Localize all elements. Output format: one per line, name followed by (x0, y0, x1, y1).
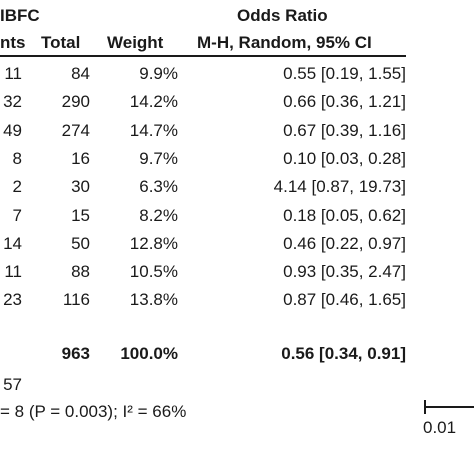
ci-cell: 0.67 [0.39, 1.16] (283, 121, 406, 140)
total-events-value: 57 (3, 375, 22, 394)
ci-cell: 0.55 [0.19, 1.55] (283, 64, 406, 83)
axis-tick-label: 0.01 (423, 418, 457, 437)
total-row-total: 963 (61, 344, 90, 363)
total-cell: 88 (71, 262, 90, 281)
column-header-events: nts (0, 33, 26, 52)
heterogeneity-text: = 8 (P = 0.003); I² = 66% (0, 402, 187, 421)
total-cell: 84 (71, 64, 90, 83)
header-rule (0, 55, 406, 57)
axis-line (424, 406, 474, 408)
weight-cell: 14.2% (129, 92, 178, 111)
total-row-weight: 100.0% (120, 344, 178, 363)
group-label: IBFC (0, 6, 40, 25)
column-header-weight: Weight (107, 33, 164, 52)
ci-cell: 0.18 [0.05, 0.62] (283, 206, 406, 225)
events-cell: 7 (12, 206, 22, 225)
odds-ratio-title: Odds Ratio (237, 6, 328, 25)
column-header-total: Total (41, 33, 81, 52)
weight-cell: 9.9% (139, 64, 178, 83)
events-cell: 11 (4, 64, 22, 83)
weight-cell: 6.3% (139, 177, 178, 196)
events-cell: 11 (4, 262, 22, 281)
events-cell: 2 (12, 177, 22, 196)
weight-cell: 14.7% (129, 121, 178, 140)
weight-cell: 10.5% (129, 262, 178, 281)
total-cell: 116 (62, 290, 90, 309)
total-row-ci: 0.56 [0.34, 0.91] (281, 344, 406, 363)
events-cell: 23 (3, 290, 22, 309)
total-cell: 274 (61, 121, 90, 140)
weight-cell: 9.7% (139, 149, 178, 168)
total-cell: 30 (71, 177, 90, 196)
total-cell: 290 (61, 92, 90, 111)
events-cell: 49 (3, 121, 22, 140)
ci-cell: 0.46 [0.22, 0.97] (283, 234, 406, 253)
ci-cell: 4.14 [0.87, 19.73] (273, 177, 406, 196)
total-cell: 16 (71, 149, 90, 168)
ci-cell: 0.10 [0.03, 0.28] (283, 149, 406, 168)
events-cell: 32 (3, 92, 22, 111)
events-cell: 8 (12, 149, 22, 168)
column-header-method: M-H, Random, 95% CI (197, 33, 372, 52)
ci-cell: 0.66 [0.36, 1.21] (283, 92, 406, 111)
weight-cell: 8.2% (139, 206, 178, 225)
ci-cell: 0.87 [0.46, 1.65] (283, 290, 406, 309)
events-cell: 14 (3, 234, 22, 253)
total-cell: 15 (71, 206, 90, 225)
weight-cell: 13.8% (129, 290, 178, 309)
ci-cell: 0.93 [0.35, 2.47] (283, 262, 406, 281)
weight-cell: 12.8% (129, 234, 178, 253)
total-cell: 50 (71, 234, 90, 253)
